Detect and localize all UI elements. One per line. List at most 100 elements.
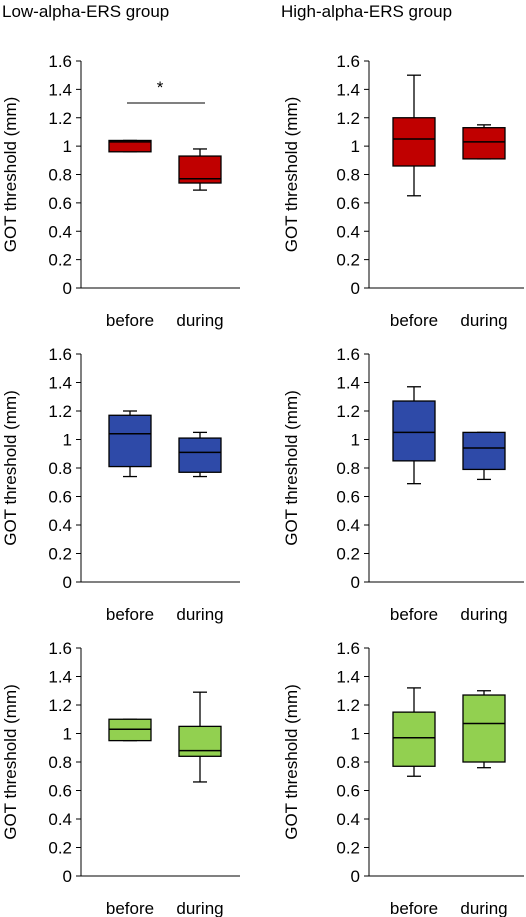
chart-panel-4: 0 0.2 0.4 0.6 0.8 1 1.2 1.4 1.6 GOT threshold (mm… xyxy=(282,345,524,624)
y-axis-label: GOT threshold (mm) xyxy=(282,97,301,253)
significance-asterisk: * xyxy=(157,78,164,97)
x-tick-label-before: before xyxy=(390,311,438,330)
y-axis-label: GOT threshold (mm) xyxy=(1,97,20,253)
y-tick-label: 0 xyxy=(63,279,72,298)
y-tick-label: 0 xyxy=(63,867,72,886)
box-during xyxy=(462,431,506,481)
x-tick-label-during: during xyxy=(176,899,223,917)
box-iqr xyxy=(178,725,222,757)
y-tick-label: 1.2 xyxy=(48,696,72,715)
box-iqr xyxy=(392,711,436,767)
chart-panel-5: 0 0.2 0.4 0.6 0.8 1 1.2 1.4 1.6 GOT threshold (mm… xyxy=(1,639,240,917)
y-tick-label: 0.6 xyxy=(336,488,360,507)
y-axis-label: GOT threshold (mm) xyxy=(1,390,20,546)
y-axis-label: GOT threshold (mm) xyxy=(282,390,301,546)
y-tick-label: 1.6 xyxy=(336,52,360,71)
y-tick-label: 0.4 xyxy=(48,810,72,829)
low-alpha-ers-group-title: Low-alpha-ERS group xyxy=(2,2,170,21)
y-tick-label: 1 xyxy=(351,725,360,744)
box-iqr xyxy=(462,431,506,471)
y-axis-label: GOT threshold (mm) xyxy=(1,684,20,840)
box-before xyxy=(108,718,152,742)
y-tick-label: 0.2 xyxy=(48,545,72,564)
box-during xyxy=(178,691,222,783)
y-tick-label: 0.4 xyxy=(336,516,360,535)
y-tick-label: 0.6 xyxy=(336,782,360,801)
y-tick-label: 0 xyxy=(351,867,360,886)
y-tick-label: 1.2 xyxy=(48,402,72,421)
y-tick-label: 1 xyxy=(63,137,72,156)
y-tick-label: 0.6 xyxy=(48,488,72,507)
y-tick-label: 1.2 xyxy=(336,402,360,421)
y-tick-label: 0.8 xyxy=(48,166,72,185)
y-tick-label: 0.2 xyxy=(336,251,360,270)
x-tick-label-before: before xyxy=(106,311,154,330)
y-tick-label: 1.4 xyxy=(336,80,360,99)
box-during xyxy=(462,124,506,160)
y-tick-label: 0.2 xyxy=(48,839,72,858)
y-tick-label: 0.4 xyxy=(336,810,360,829)
y-tick-label: 0.2 xyxy=(48,251,72,270)
y-tick-label: 1.6 xyxy=(336,639,360,658)
chart-panel-1: 0 0.2 0.4 0.6 0.8 1 1.2 1.4 1.6 GOT threshold (mm… xyxy=(1,52,240,330)
y-tick-label: 1.4 xyxy=(48,668,72,687)
y-tick-label: 0.8 xyxy=(336,753,360,772)
y-tick-label: 0 xyxy=(63,573,72,592)
box-before xyxy=(392,687,436,777)
box-iqr xyxy=(108,139,152,153)
y-tick-label: 1.2 xyxy=(48,109,72,128)
x-tick-label-before: before xyxy=(390,605,438,624)
y-tick-label: 0.6 xyxy=(48,194,72,213)
y-tick-label: 1 xyxy=(351,431,360,450)
box-iqr xyxy=(392,400,436,462)
box-during xyxy=(178,148,222,191)
box-during xyxy=(462,690,506,769)
x-tick-label-before: before xyxy=(106,899,154,917)
y-tick-label: 0.8 xyxy=(48,753,72,772)
y-tick-label: 1.4 xyxy=(48,80,72,99)
y-tick-label: 1.2 xyxy=(336,696,360,715)
y-tick-label: 1.4 xyxy=(336,374,360,393)
y-tick-label: 0.4 xyxy=(48,222,72,241)
chart-panel-2: 0 0.2 0.4 0.6 0.8 1 1.2 1.4 1.6 GOT threshold (mm… xyxy=(282,52,524,330)
box-before xyxy=(108,410,152,478)
y-tick-label: 0.6 xyxy=(48,782,72,801)
x-tick-label-before: before xyxy=(106,605,154,624)
y-tick-label: 0 xyxy=(351,279,360,298)
y-tick-label: 1.6 xyxy=(48,639,72,658)
y-tick-label: 1.4 xyxy=(48,374,72,393)
y-tick-label: 0.8 xyxy=(336,166,360,185)
x-tick-label-during: during xyxy=(460,899,507,917)
y-tick-label: 0 xyxy=(351,573,360,592)
y-tick-label: 0.8 xyxy=(48,459,72,478)
y-tick-label: 1 xyxy=(63,431,72,450)
y-tick-label: 0.2 xyxy=(336,839,360,858)
box-iqr xyxy=(392,117,436,167)
y-tick-label: 0.8 xyxy=(336,459,360,478)
box-before xyxy=(108,139,152,153)
y-tick-label: 1.6 xyxy=(48,52,72,71)
y-tick-label: 1 xyxy=(63,725,72,744)
y-tick-label: 0.2 xyxy=(336,545,360,564)
box-iqr xyxy=(462,694,506,763)
y-tick-label: 1.2 xyxy=(336,109,360,128)
box-before xyxy=(392,74,436,197)
x-tick-label-before: before xyxy=(390,899,438,917)
box-iqr xyxy=(462,127,506,160)
high-alpha-ers-group-title: High-alpha-ERS group xyxy=(281,2,453,21)
chart-panel-6: 0 0.2 0.4 0.6 0.8 1 1.2 1.4 1.6 GOT threshold (mm… xyxy=(282,639,524,917)
x-tick-label-during: during xyxy=(176,311,223,330)
box-before xyxy=(392,386,436,485)
box-during xyxy=(178,431,222,478)
y-tick-label: 1.4 xyxy=(336,668,360,687)
x-tick-label-during: during xyxy=(460,311,507,330)
y-tick-label: 0.6 xyxy=(336,194,360,213)
y-tick-label: 1 xyxy=(351,137,360,156)
y-tick-label: 0.4 xyxy=(48,516,72,535)
y-tick-label: 1.6 xyxy=(48,345,72,364)
x-tick-label-during: during xyxy=(460,605,507,624)
chart-panel-3: 0 0.2 0.4 0.6 0.8 1 1.2 1.4 1.6 GOT threshold (mm… xyxy=(1,345,240,624)
y-axis-label: GOT threshold (mm) xyxy=(282,684,301,840)
y-tick-label: 1.6 xyxy=(336,345,360,364)
